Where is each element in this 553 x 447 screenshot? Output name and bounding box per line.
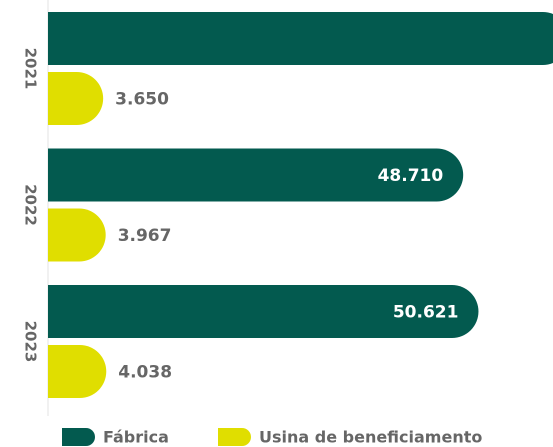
value-label: 3.967 <box>118 226 172 246</box>
value-label: 48.710 <box>378 166 444 186</box>
category-label: 2022 <box>22 184 40 226</box>
bar <box>48 345 107 398</box>
category-label: 2021 <box>22 48 40 90</box>
bar <box>48 285 479 338</box>
legend-swatch <box>218 428 251 446</box>
bar <box>48 148 464 202</box>
legend-label: Usina de beneficiamento <box>259 428 482 447</box>
value-label: 3.650 <box>115 90 169 110</box>
bar <box>48 12 553 65</box>
bar <box>48 72 104 125</box>
category-label: 2023 <box>22 321 40 363</box>
value-label: 4.038 <box>118 363 172 383</box>
legend-label: Fábrica <box>103 428 169 447</box>
legend-swatch <box>62 428 95 446</box>
bar <box>48 208 106 262</box>
value-label: 50.621 <box>393 303 459 323</box>
